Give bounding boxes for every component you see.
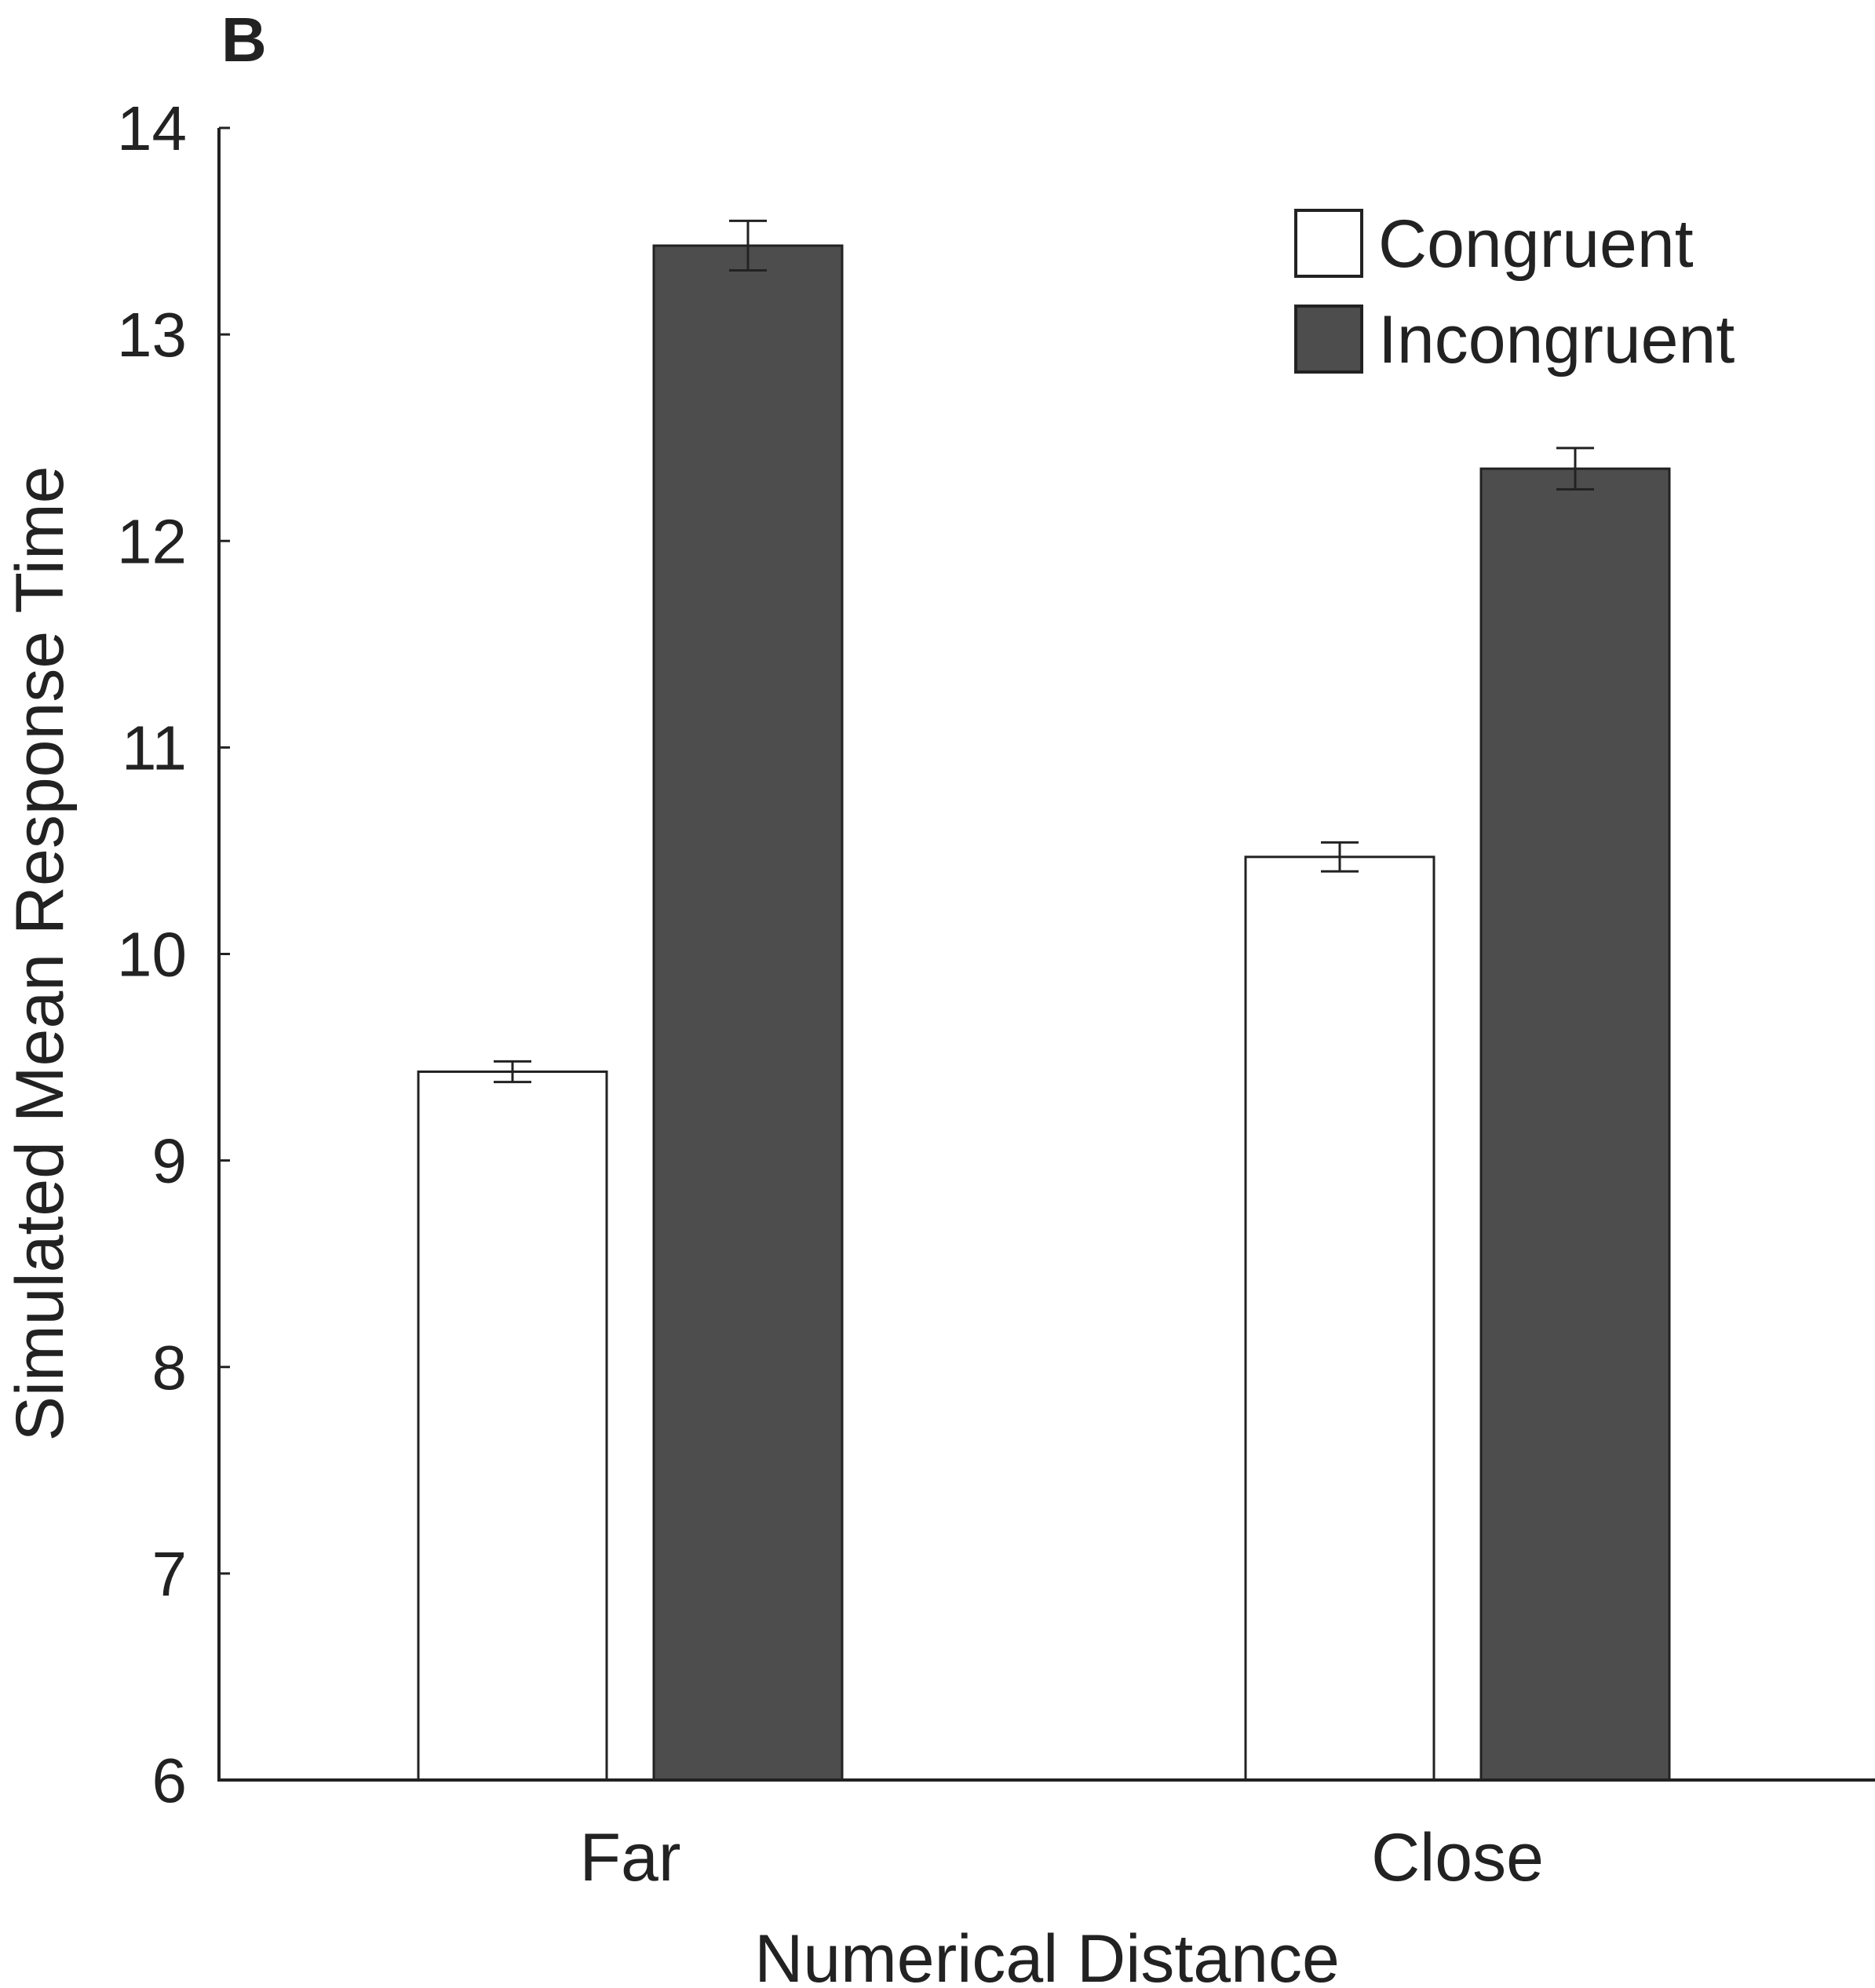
y-tick-label: 11 — [122, 713, 187, 782]
panel-label: B — [221, 5, 267, 75]
legend-label: Congruent — [1378, 206, 1694, 282]
error-bar-congruent-close — [1321, 841, 1359, 873]
legend-item-incongruent: Incongruent — [1294, 302, 1735, 378]
legend: Congruent Incongruent — [1294, 206, 1735, 378]
error-bar-incongruent-close — [1556, 447, 1594, 491]
bar-incongruent-far — [652, 244, 844, 1782]
bar-incongruent-close — [1479, 467, 1671, 1782]
y-tick-label: 6 — [152, 1745, 188, 1815]
legend-label: Incongruent — [1378, 302, 1735, 378]
y-tick-label: 14 — [117, 93, 187, 163]
x-tick-labels-layer: Far Close — [580, 1820, 1544, 1895]
error-bar-congruent-far — [494, 1060, 531, 1084]
x-axis-label: Numerical Distance — [754, 1921, 1340, 1988]
y-tick-label: 7 — [152, 1539, 188, 1609]
y-tick-label: 10 — [117, 920, 187, 990]
y-tick-label: 9 — [152, 1126, 188, 1196]
x-tick-label-far: Far — [580, 1820, 681, 1895]
y-axis-label: Simulated Mean Response Time — [2, 466, 78, 1442]
error-bars-layer — [494, 219, 1594, 1084]
y-ticks-layer: 6 7 8 9 10 11 12 13 14 — [117, 93, 230, 1815]
y-tick-label: 8 — [152, 1333, 188, 1403]
plot-area: 6 7 8 9 10 11 12 13 14 Far Close — [117, 93, 1875, 1895]
legend-item-congruent: Congruent — [1294, 206, 1694, 282]
y-tick-label: 13 — [117, 300, 187, 370]
y-tick-label: 12 — [117, 506, 187, 576]
legend-swatch — [1294, 209, 1363, 278]
bars-layer — [417, 244, 1671, 1782]
legend-swatch — [1294, 305, 1363, 374]
bar-congruent-close — [1244, 855, 1435, 1782]
bar-congruent-far — [417, 1070, 608, 1782]
x-tick-label-close: Close — [1371, 1820, 1544, 1895]
error-bar-incongruent-far — [729, 219, 767, 272]
